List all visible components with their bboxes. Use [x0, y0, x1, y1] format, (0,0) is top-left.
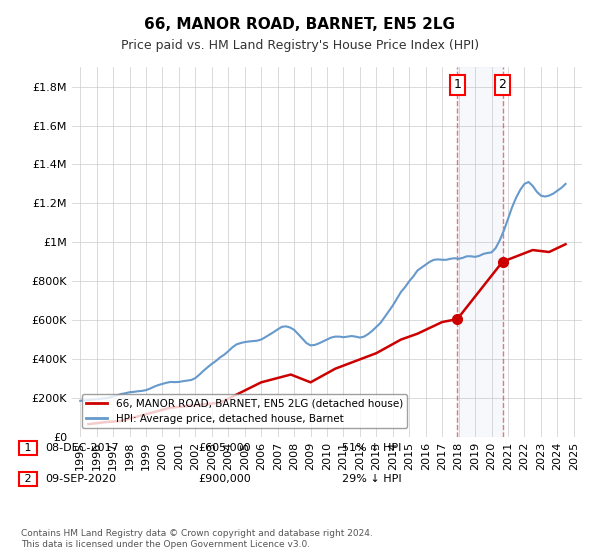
Legend: 66, MANOR ROAD, BARNET, EN5 2LG (detached house), HPI: Average price, detached h: 66, MANOR ROAD, BARNET, EN5 2LG (detache… — [82, 394, 407, 428]
Text: 1: 1 — [454, 78, 461, 91]
Text: 66, MANOR ROAD, BARNET, EN5 2LG: 66, MANOR ROAD, BARNET, EN5 2LG — [145, 17, 455, 32]
Text: £900,000: £900,000 — [198, 474, 251, 484]
Text: 2: 2 — [21, 474, 35, 484]
Text: 2: 2 — [499, 78, 506, 91]
Text: 09-SEP-2020: 09-SEP-2020 — [45, 474, 116, 484]
Text: Contains HM Land Registry data © Crown copyright and database right 2024.
This d: Contains HM Land Registry data © Crown c… — [21, 529, 373, 549]
Text: 29% ↓ HPI: 29% ↓ HPI — [342, 474, 401, 484]
Text: 51% ↓ HPI: 51% ↓ HPI — [342, 443, 401, 453]
Text: £605,000: £605,000 — [198, 443, 251, 453]
Text: 1: 1 — [21, 443, 35, 453]
Text: 08-DEC-2017: 08-DEC-2017 — [45, 443, 119, 453]
Bar — [457, 67, 503, 437]
Text: Price paid vs. HM Land Registry's House Price Index (HPI): Price paid vs. HM Land Registry's House … — [121, 39, 479, 52]
